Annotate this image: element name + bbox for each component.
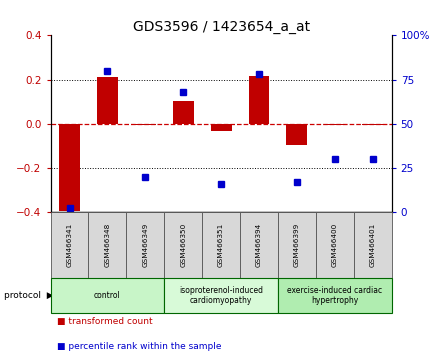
Bar xyxy=(324,124,345,125)
Text: GSM466394: GSM466394 xyxy=(256,223,262,267)
Text: exercise-induced cardiac
hypertrophy: exercise-induced cardiac hypertrophy xyxy=(287,286,382,305)
Bar xyxy=(211,124,231,131)
Text: protocol  ▶: protocol ▶ xyxy=(4,291,54,300)
Bar xyxy=(173,101,194,124)
Bar xyxy=(286,124,307,145)
Text: GSM466399: GSM466399 xyxy=(294,223,300,267)
Bar xyxy=(135,124,156,125)
Bar xyxy=(249,76,269,124)
Text: ■ percentile rank within the sample: ■ percentile rank within the sample xyxy=(57,342,222,350)
Text: ■ transformed count: ■ transformed count xyxy=(57,317,153,326)
Text: GSM466400: GSM466400 xyxy=(332,223,338,267)
Text: GSM466350: GSM466350 xyxy=(180,223,186,267)
Text: GSM466401: GSM466401 xyxy=(370,223,376,267)
Bar xyxy=(362,124,383,125)
Title: GDS3596 / 1423654_a_at: GDS3596 / 1423654_a_at xyxy=(132,21,310,34)
Text: GSM466348: GSM466348 xyxy=(104,223,110,267)
Text: isoproterenol-induced
cardiomyopathy: isoproterenol-induced cardiomyopathy xyxy=(179,286,263,305)
Text: GSM466349: GSM466349 xyxy=(142,223,148,267)
Text: GSM466351: GSM466351 xyxy=(218,223,224,267)
Bar xyxy=(59,124,80,211)
Text: control: control xyxy=(94,291,121,300)
Text: GSM466341: GSM466341 xyxy=(66,223,73,267)
Bar xyxy=(97,78,118,124)
